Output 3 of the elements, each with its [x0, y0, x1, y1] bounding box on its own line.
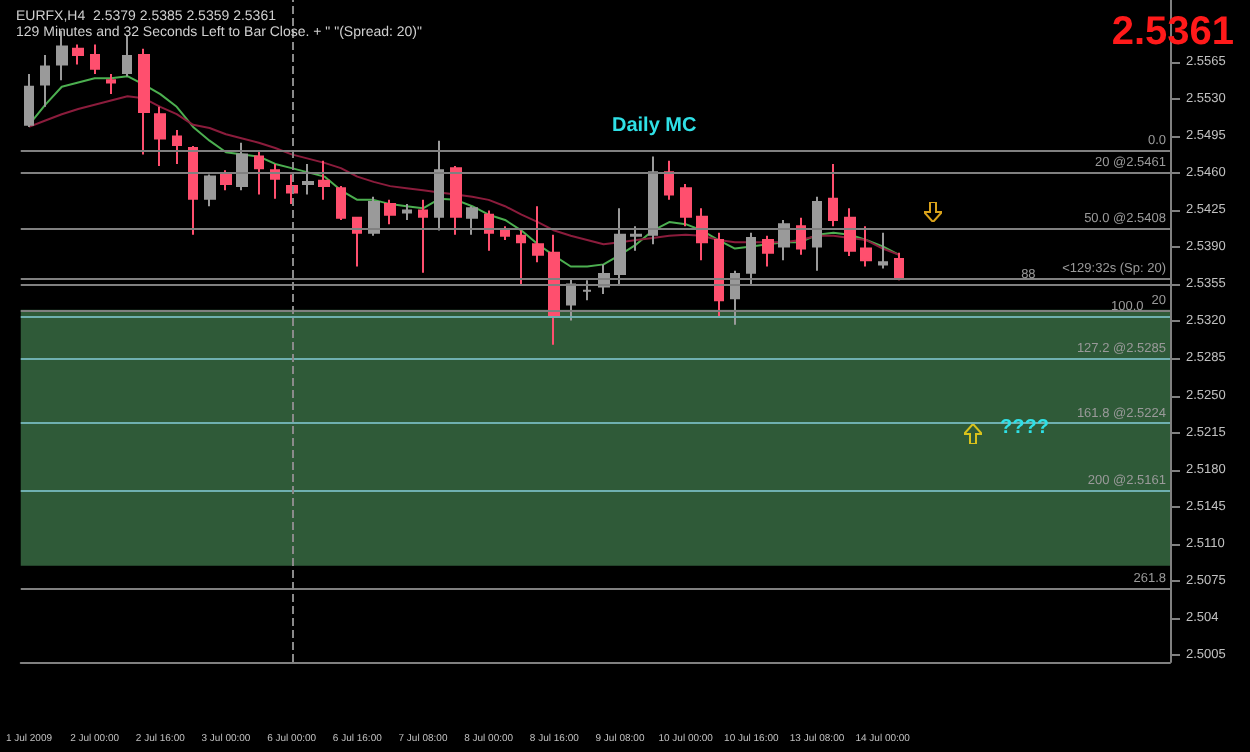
annotation: 2.5361 — [1111, 10, 1234, 54]
annotation: ???? — [1000, 417, 1049, 439]
annotation: Daily MC — [612, 115, 697, 137]
